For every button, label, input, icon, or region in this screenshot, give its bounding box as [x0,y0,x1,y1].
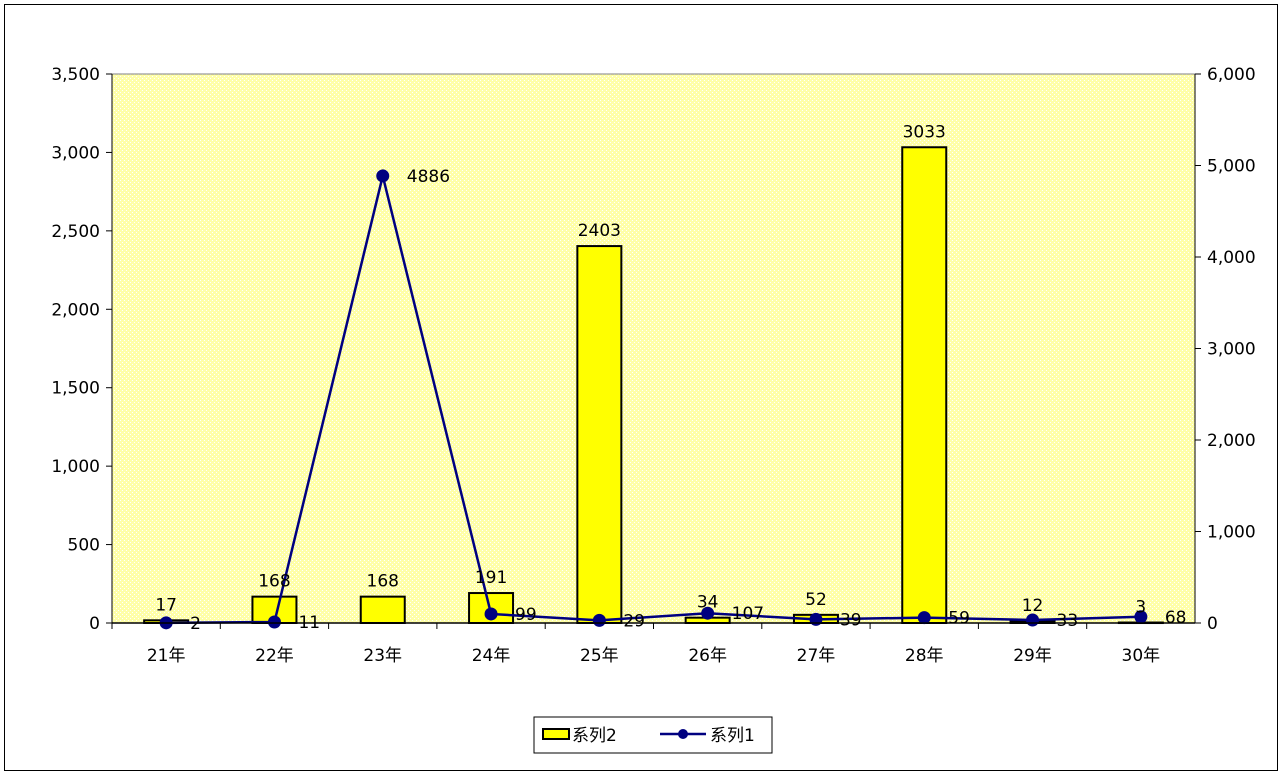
bar-label-0: 17 [155,595,177,615]
x-tick-4: 25年 [580,646,619,666]
point-label-0: 2 [190,614,201,634]
bar-label-1: 168 [258,572,290,592]
x-tick-2: 23年 [363,646,402,666]
bar-4 [576,245,623,624]
bar-label-8: 12 [1022,596,1044,616]
legend-label-series-2: 系列2 [572,726,617,746]
point-3 [484,607,498,621]
x-tick-7: 28年 [905,646,944,666]
bar-label-6: 52 [805,590,827,610]
y-left-tick-1: 500 [68,536,100,556]
y-left-tick-3: 1,500 [51,379,100,399]
legend: 系列2 系列1 [533,716,773,754]
point-1 [267,615,281,629]
point-label-2: 4886 [407,167,450,187]
y-left-tick-0: 0 [89,614,100,634]
x-tick-6: 27年 [797,646,836,666]
point-label-8: 33 [1057,611,1079,631]
bar-2 [359,595,406,625]
y-left-tick-7: 3,500 [51,65,100,85]
y-left-tick-6: 3,000 [51,143,100,163]
y-left-tick-5: 2,500 [51,222,100,242]
data-labels: 17 168 168 191 2403 34 52 3033 12 3 2 11 4886 99 29 107… [155,122,1186,634]
bar-label-7: 3033 [903,122,946,142]
point-label-1: 11 [298,613,320,633]
y-left-tick-2: 1,000 [51,457,100,477]
bar-label-4: 2403 [578,221,621,241]
plot-area [111,73,1196,624]
x-tick-8: 29年 [1013,646,1052,666]
point-label-5: 107 [732,604,764,624]
y-right-tick-5: 5,000 [1207,157,1256,177]
y-right-tick-3: 3,000 [1207,340,1256,360]
point-label-3: 99 [515,605,537,625]
point-5 [701,606,715,620]
bar-label-5: 34 [697,593,719,613]
x-tick-0: 21年 [147,646,186,666]
point-6 [809,612,823,626]
point-label-9: 68 [1165,608,1187,628]
y-right-tick-4: 4,000 [1207,248,1256,268]
axes: 0 500 1,000 1,500 2,000 2,500 3,000 3,500 0 1,000… [51,65,1255,666]
bar-label-3: 191 [475,568,507,588]
x-tick-3: 24年 [472,646,511,666]
bars-series-2 [143,146,1164,625]
y-right-tick-2: 2,000 [1207,431,1256,451]
series-1-line [166,175,1141,625]
x-tick-1: 22年 [255,646,294,666]
bar-7 [901,146,948,624]
x-tick-5: 26年 [688,646,727,666]
point-4 [592,613,606,627]
y-right-tick-1: 1,000 [1207,523,1256,543]
point-label-7: 59 [948,609,970,629]
bar-label-9: 3 [1135,598,1146,618]
point-label-6: 39 [840,610,862,630]
legend-swatch-series-2 [542,728,570,740]
x-tick-9: 30年 [1122,646,1161,666]
point-label-4: 29 [623,611,645,631]
y-right-tick-6: 6,000 [1207,65,1256,85]
legend-box [533,716,773,754]
point-9 [1134,610,1148,624]
legend-label-series-1: 系列1 [710,726,755,746]
y-right-tick-0: 0 [1207,614,1218,634]
point-2 [376,169,390,183]
point-7 [917,611,931,625]
legend-swatch-series-1-marker [678,729,688,739]
y-left-tick-4: 2,000 [51,300,100,320]
bar-label-2: 168 [367,572,399,592]
